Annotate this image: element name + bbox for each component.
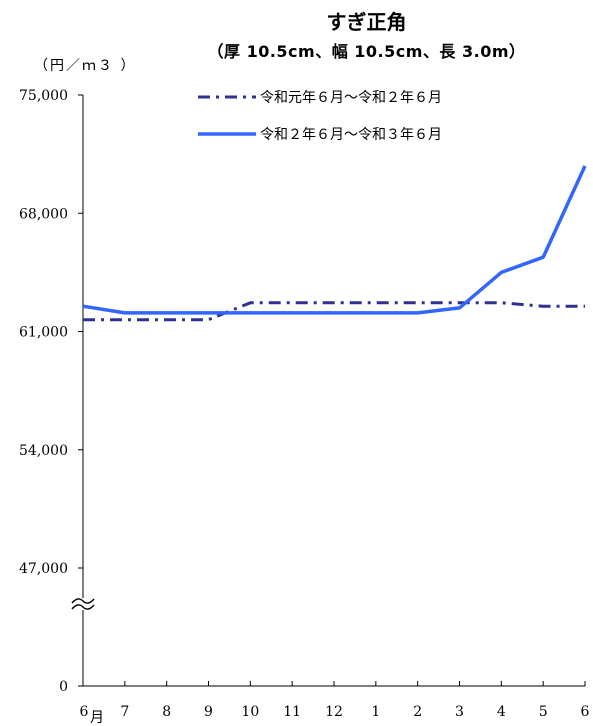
y-tick-label: 75,000 xyxy=(19,88,68,104)
legend-label-1: 令和元年６月～令和２年６月 xyxy=(260,90,442,106)
series-line-1 xyxy=(83,301,585,322)
x-tick-label: 1 xyxy=(371,704,380,720)
x-tick-label: 8 xyxy=(162,704,171,720)
x-tick-label: 11 xyxy=(283,704,301,720)
y-tick-label: 68,000 xyxy=(19,206,68,222)
y-tick-label: 0 xyxy=(59,679,68,695)
legend-label-2: 令和２年６月～令和３年６月 xyxy=(260,127,442,143)
x-tick-month-suffix: 月 xyxy=(90,710,104,726)
series-lines xyxy=(82,165,587,322)
chart-axes xyxy=(71,95,585,687)
x-axis-ticks: 6 月 7 8 9 10 11 12 1 2 3 4 5 6 xyxy=(80,681,590,726)
y-tick-label: 54,000 xyxy=(19,443,68,459)
x-tick-label: 2 xyxy=(413,704,422,720)
y-tick-label: 61,000 xyxy=(19,325,68,341)
x-tick-label: 9 xyxy=(204,704,213,720)
chart-title: すぎ正角 xyxy=(326,10,407,34)
y-tick-label: 47,000 xyxy=(19,561,68,577)
axis-break-mark xyxy=(71,598,95,610)
x-tick-label: 4 xyxy=(497,704,506,720)
x-tick-label: 5 xyxy=(539,704,548,720)
x-tick-label: 7 xyxy=(120,704,129,720)
x-tick-label: 3 xyxy=(455,704,464,720)
x-tick-label: 12 xyxy=(325,704,343,720)
y-axis-ticks: 0 47,000 54,000 61,000 68,000 75,000 xyxy=(19,88,83,695)
x-tick-label: 6 xyxy=(80,704,89,720)
x-tick-label: 10 xyxy=(241,704,259,720)
x-tick-label: 6 xyxy=(581,704,590,720)
y-axis-unit-label: （円／ｍ３ ） xyxy=(34,58,137,74)
chart-subtitle: （厚 10.5cm、幅 10.5cm、長 3.0m） xyxy=(207,42,526,61)
series-line-2 xyxy=(82,165,587,315)
